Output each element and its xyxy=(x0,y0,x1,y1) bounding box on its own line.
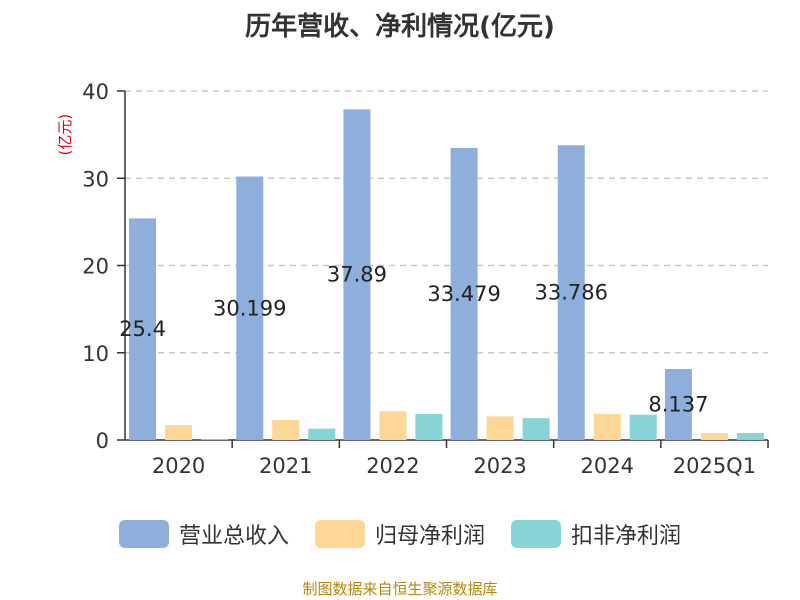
bar-3 xyxy=(629,414,657,440)
legend-item-3[interactable]: 扣非净利润 xyxy=(511,518,681,550)
bar-2 xyxy=(165,425,193,440)
bar-3 xyxy=(736,433,764,440)
legend-label: 营业总收入 xyxy=(178,524,289,549)
bar-1 xyxy=(343,109,371,440)
legend-item-2[interactable]: 归母净利润 xyxy=(314,518,485,550)
data-label: 30.199 xyxy=(213,296,286,320)
y-tick-label: 40 xyxy=(82,80,109,104)
chart-legend: 营业总收入 归母净利润 扣非净利润 xyxy=(0,518,800,550)
legend-label: 归母净利润 xyxy=(374,524,485,549)
data-label: 8.137 xyxy=(648,393,708,417)
bar-3 xyxy=(308,428,336,440)
x-tick-label: 2021 xyxy=(259,454,312,478)
y-tick-label: 0 xyxy=(96,429,109,453)
y-tick-label: 30 xyxy=(82,167,109,191)
x-tick-label: 2020 xyxy=(152,454,205,478)
legend-label: 扣非净利润 xyxy=(571,524,682,549)
bar-1 xyxy=(664,369,692,440)
data-label: 33.786 xyxy=(535,281,608,305)
bar-1 xyxy=(236,176,264,440)
bar-2 xyxy=(272,419,300,440)
bar-1 xyxy=(557,145,585,440)
y-tick-label: 20 xyxy=(82,255,109,279)
bar-2 xyxy=(486,416,514,440)
x-tick-label: 2022 xyxy=(366,454,419,478)
x-tick-label: 2023 xyxy=(473,454,526,478)
x-tick-label: 2025Q1 xyxy=(673,454,756,478)
legend-swatch xyxy=(314,520,365,548)
bar-2 xyxy=(593,413,621,440)
bar-2 xyxy=(700,433,728,440)
data-label: 37.89 xyxy=(327,263,387,287)
bar-3 xyxy=(522,418,550,440)
legend-item-1[interactable]: 营业总收入 xyxy=(118,518,289,550)
y-axis-label: (亿元) xyxy=(56,114,74,156)
chart-title: 历年营收、净利情况(亿元) xyxy=(245,12,555,42)
bar-1 xyxy=(450,147,478,440)
x-tick-label: 2024 xyxy=(581,454,634,478)
bar-2 xyxy=(379,411,407,440)
legend-swatch xyxy=(118,520,169,548)
data-source-note: 制图数据来自恒生聚源数据库 xyxy=(302,580,498,598)
y-tick-label: 10 xyxy=(82,342,109,366)
bar-3 xyxy=(201,439,229,440)
bar-1 xyxy=(129,218,157,440)
data-label: 33.479 xyxy=(427,282,500,306)
legend-swatch xyxy=(511,520,561,548)
data-label: 25.4 xyxy=(119,317,166,341)
bar-3 xyxy=(415,413,443,440)
